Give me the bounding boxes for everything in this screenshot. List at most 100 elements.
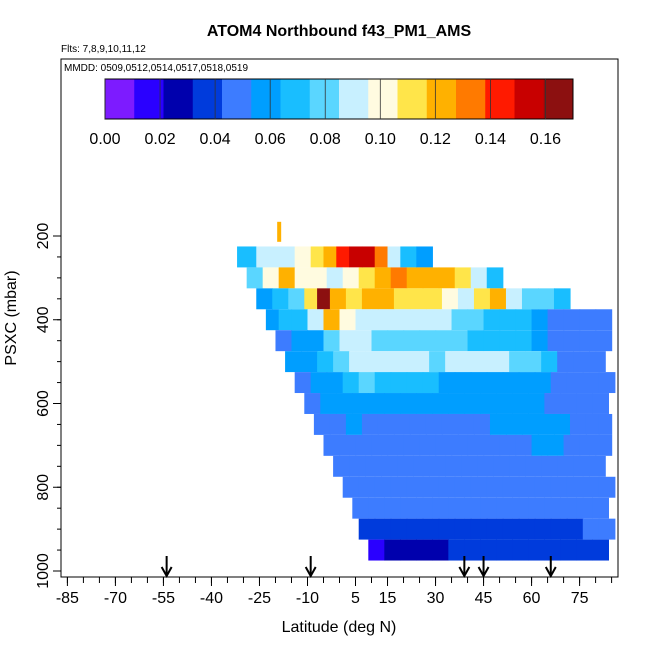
- heatmap-cell: [326, 267, 344, 289]
- heatmap-cell: [291, 330, 309, 352]
- heatmap-cell: [505, 288, 523, 310]
- heatmap-cell: [320, 393, 337, 414]
- heatmap-cell: [528, 497, 545, 519]
- heatmap-cell: [448, 539, 465, 561]
- colorbar-tick-label: 0.14: [475, 131, 506, 148]
- heatmap-cell: [432, 497, 449, 519]
- colorbar-swatch: [485, 79, 515, 119]
- heatmap-cell: [467, 330, 485, 352]
- heatmap-cell: [438, 518, 456, 540]
- heatmap-cell: [406, 476, 424, 498]
- heatmap-cell: [489, 288, 507, 310]
- flight-arrow-head: [304, 566, 317, 579]
- colorbar-tick-label: 0.04: [200, 131, 231, 148]
- heatmap-cell: [275, 330, 293, 352]
- heatmap-cell: [573, 455, 590, 477]
- heatmap-cell: [541, 455, 558, 477]
- heatmap-cell: [384, 393, 401, 414]
- heatmap-cell: [499, 434, 517, 456]
- heatmap-cell: [550, 518, 568, 540]
- heatmap-cell: [563, 434, 581, 456]
- heatmap-cell: [451, 309, 469, 331]
- heatmap-cell: [489, 413, 507, 435]
- heatmap-cell: [329, 413, 347, 435]
- heatmap-cell: [509, 455, 526, 477]
- heatmap-cell: [598, 476, 616, 498]
- heatmap-cell: [304, 393, 321, 414]
- colorbar-tick-label: 0.00: [89, 131, 120, 148]
- heatmap-cell: [355, 309, 373, 331]
- heatmap-cell: [425, 288, 443, 310]
- heatmap-cell: [435, 434, 453, 456]
- heatmap-cell: [409, 413, 427, 435]
- heatmap-cell: [521, 413, 539, 435]
- heatmap-cell: [419, 309, 437, 331]
- heatmap-cell: [368, 393, 385, 414]
- heatmap-cell: [342, 372, 360, 394]
- heatmap-cell: [592, 539, 609, 561]
- heatmap-cell: [374, 246, 389, 268]
- x-tick-label: -40: [200, 590, 223, 607]
- heatmap-cell: [358, 267, 376, 289]
- colorbar-tick-label: 0.16: [530, 131, 561, 148]
- heatmap-cell: [291, 309, 309, 331]
- heatmap-cell: [333, 455, 350, 477]
- heatmap-cell: [352, 497, 369, 519]
- heatmap-cell: [323, 309, 341, 331]
- heatmap-cell: [352, 393, 369, 414]
- heatmap-cell: [377, 413, 395, 435]
- colorbar-swatch: [397, 79, 428, 119]
- heatmap-cell: [294, 246, 312, 268]
- heatmap-cell: [422, 518, 440, 540]
- heatmap-cell: [361, 246, 376, 268]
- heatmap-cell: [566, 372, 584, 394]
- heatmap-cell: [496, 393, 513, 414]
- colorbar-tick-label: 0.06: [255, 131, 286, 148]
- heatmap-cell: [589, 455, 606, 477]
- heatmap-cell: [307, 309, 325, 331]
- heatmap-cell: [486, 267, 504, 289]
- heatmap-cell: [563, 330, 581, 352]
- heatmap-cell: [323, 330, 341, 352]
- heatmap-cell: [582, 518, 600, 540]
- heatmap-cell: [374, 267, 392, 289]
- heatmap-cell: [518, 518, 536, 540]
- heatmap-cell: [483, 434, 501, 456]
- heatmap-cell: [361, 413, 379, 435]
- heatmap-cell: [400, 539, 417, 561]
- heatmap-cell: [486, 372, 504, 394]
- heatmap-cell: [445, 351, 462, 373]
- x-tick-label: 60: [523, 590, 541, 607]
- heatmap-cell: [502, 518, 520, 540]
- heatmap-cell: [390, 267, 408, 289]
- heatmap-cell: [358, 476, 376, 498]
- heatmap-cell: [598, 372, 616, 394]
- heatmap-cell: [441, 413, 459, 435]
- heatmap-cell: [390, 518, 408, 540]
- heatmap-cell: [403, 309, 421, 331]
- colorbar-swatch: [309, 79, 340, 119]
- heatmap-cell: [374, 476, 392, 498]
- heatmap-cell: [473, 288, 491, 310]
- heatmap-cell: [560, 497, 577, 519]
- heatmap-cell: [499, 309, 517, 331]
- heatmap-cell: [416, 539, 433, 561]
- heatmap-cell: [560, 393, 577, 414]
- colorbar-swatch: [514, 79, 545, 119]
- heatmap-cell: [477, 351, 494, 373]
- heatmap-cell: [310, 246, 325, 268]
- heatmap-cell: [342, 476, 360, 498]
- heatmap-cell: [368, 497, 385, 519]
- heatmap-cell: [371, 330, 389, 352]
- heatmap-cell: [454, 518, 472, 540]
- y-tick-label: 1000: [35, 553, 52, 589]
- heatmap-cell: [323, 434, 341, 456]
- heatmap-cell: [406, 518, 424, 540]
- heatmap-cell: [521, 288, 539, 310]
- heatmap-cell: [387, 434, 405, 456]
- heatmap-cell: [349, 351, 366, 373]
- x-tick-label: 30: [427, 590, 445, 607]
- heatmap-cell: [310, 372, 328, 394]
- colorbar-swatch: [368, 79, 398, 119]
